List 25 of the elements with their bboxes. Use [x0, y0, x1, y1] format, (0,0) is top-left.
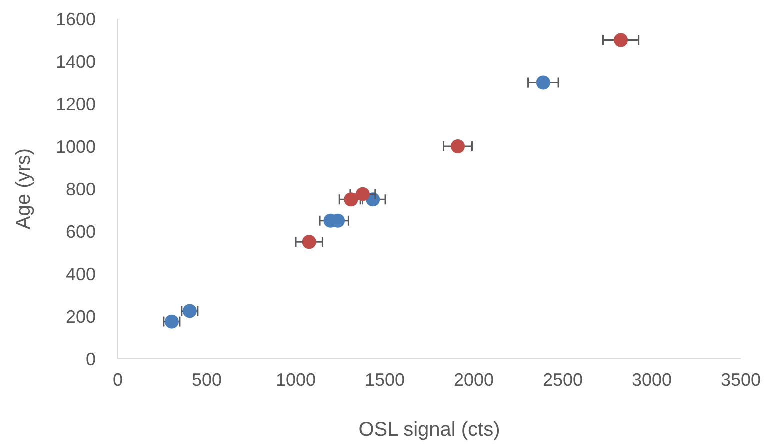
x-tick-label: 500 [192, 370, 222, 390]
y-tick-label: 0 [86, 349, 96, 370]
x-tick-label: 2000 [454, 370, 494, 390]
y-tick-label: 400 [66, 264, 96, 284]
y-tick-label: 800 [66, 179, 96, 200]
y-tick-label: 1600 [56, 9, 96, 30]
y-tick-label: 200 [66, 306, 96, 327]
y-tick-label: 600 [66, 222, 96, 242]
point [614, 33, 628, 48]
y-axis-title: Age (yrs) [13, 148, 35, 230]
x-tick-label: 2500 [542, 370, 584, 390]
point [450, 140, 465, 154]
point [356, 187, 370, 202]
x-tick-label: 1000 [276, 370, 316, 390]
x-tick-label: 3500 [720, 370, 762, 390]
y-tick-label: 1000 [56, 136, 96, 157]
point [302, 235, 316, 250]
point [536, 76, 550, 90]
y-tick-label: 1200 [56, 94, 96, 114]
point [344, 192, 358, 207]
x-tick-label: 1500 [364, 370, 406, 390]
y-tick-label: 1400 [56, 52, 96, 72]
x-tick-label: 3000 [632, 370, 672, 390]
x-tick-label: 0 [112, 370, 124, 390]
x-axis-title: OSL signal (cts) [358, 419, 500, 441]
